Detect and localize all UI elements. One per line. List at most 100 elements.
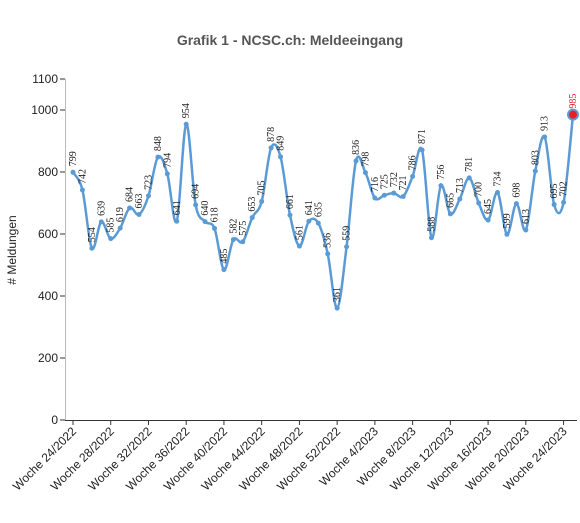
- data-point: [240, 239, 246, 245]
- data-point: [353, 158, 359, 164]
- data-label: 599: [502, 213, 513, 228]
- data-label: 836: [351, 140, 362, 155]
- data-label: 653: [247, 197, 258, 212]
- data-label: 663: [134, 193, 145, 208]
- data-label: 742: [77, 169, 88, 184]
- data-label: 582: [228, 219, 239, 234]
- data-point: [306, 218, 312, 224]
- data-label: 799: [68, 151, 79, 166]
- y-tick-label: 600: [38, 227, 58, 241]
- data-point: [145, 193, 151, 199]
- data-label: 803: [530, 150, 541, 165]
- data-point: [278, 154, 284, 160]
- data-label: 618: [210, 207, 221, 222]
- data-point: [164, 171, 170, 177]
- data-label: 954: [181, 103, 192, 118]
- data-point: [447, 211, 453, 217]
- data-label: 732: [389, 172, 400, 187]
- chart-title: Grafik 1 - NCSC.ch: Meldeeingang: [176, 32, 404, 48]
- data-point: [193, 202, 199, 208]
- data-point: [495, 189, 501, 195]
- data-label: 661: [285, 194, 296, 209]
- data-point: [551, 202, 557, 208]
- data-label: 361: [332, 287, 343, 302]
- y-tick-label: 1000: [31, 103, 58, 117]
- data-point: [561, 199, 567, 205]
- data-label: 536: [323, 233, 334, 248]
- data-label: 756: [436, 165, 447, 180]
- data-point: [362, 170, 368, 176]
- data-point: [117, 225, 123, 231]
- data-point: [296, 243, 302, 249]
- data-point: [287, 212, 293, 218]
- data-label: 554: [87, 227, 98, 242]
- data-label: 561: [294, 225, 305, 240]
- data-point: [70, 169, 76, 175]
- data-label: 721: [398, 175, 409, 190]
- data-label: 794: [162, 153, 173, 168]
- data-point: [108, 236, 114, 242]
- data-point: [391, 190, 397, 196]
- data-point: [183, 121, 189, 127]
- y-tick-label: 200: [38, 351, 58, 365]
- data-label: 734: [493, 171, 504, 186]
- data-label: 725: [379, 174, 390, 189]
- data-label: 640: [200, 201, 211, 216]
- data-point: [212, 225, 218, 231]
- data-point: [485, 217, 491, 223]
- data-label: 588: [426, 217, 437, 232]
- data-point: [334, 305, 340, 311]
- data-point: [268, 145, 274, 151]
- data-point: [372, 195, 378, 201]
- data-point: [127, 205, 133, 211]
- data-label: 878: [266, 127, 277, 142]
- data-label: 559: [342, 226, 353, 241]
- data-label: 695: [549, 184, 560, 199]
- data-label: 485: [219, 249, 230, 264]
- data-point: [457, 196, 463, 202]
- data-label: 705: [257, 180, 268, 195]
- data-label: 702: [559, 181, 570, 196]
- y-tick-label: 800: [38, 165, 58, 179]
- data-label: 684: [125, 187, 136, 202]
- data-label: 985: [568, 94, 579, 109]
- data-point: [249, 215, 255, 221]
- data-label: 716: [370, 177, 381, 192]
- data-point: [466, 175, 472, 181]
- data-point: [504, 231, 510, 237]
- data-label: 786: [408, 155, 419, 170]
- data-point: [523, 227, 529, 233]
- data-label: 723: [143, 175, 154, 190]
- data-label: 694: [191, 184, 202, 199]
- data-point: [174, 218, 180, 224]
- y-tick-label: 400: [38, 289, 58, 303]
- data-label: 848: [153, 136, 164, 151]
- data-label: 913: [540, 116, 551, 131]
- data-point: [381, 192, 387, 198]
- data-point: [89, 245, 95, 251]
- data-label: 641: [172, 200, 183, 215]
- y-tick-label: 0: [51, 413, 58, 427]
- data-point: [476, 200, 482, 206]
- data-label: 645: [483, 199, 494, 214]
- data-point: [259, 198, 265, 204]
- data-label: 871: [417, 129, 428, 144]
- data-label: 619: [115, 207, 126, 222]
- data-point: [513, 201, 519, 207]
- data-point: [438, 183, 444, 189]
- data-point: [230, 237, 236, 243]
- data-label: 635: [313, 202, 324, 217]
- y-tick-label: 1100: [32, 72, 58, 86]
- data-point: [428, 235, 434, 241]
- data-point: [221, 267, 227, 273]
- data-point: [410, 173, 416, 179]
- data-label: 575: [238, 221, 249, 236]
- data-label: 613: [521, 209, 532, 224]
- data-point: [79, 187, 85, 193]
- data-label: 713: [455, 178, 466, 193]
- chart-series: [70, 108, 579, 311]
- data-label: 698: [511, 183, 522, 198]
- data-point-highlight: [567, 108, 579, 121]
